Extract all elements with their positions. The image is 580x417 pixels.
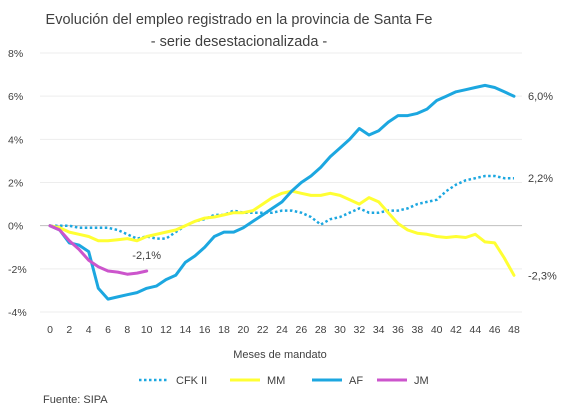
y-axis-tick-labels: 8% 6% 4% 2% 0% -2% -4% (8, 48, 27, 319)
end-labels: 2,2% -2,3% 6,0% -2,1% (132, 91, 557, 282)
legend-label-mm: MM (267, 375, 285, 387)
gridlines (40, 52, 522, 313)
x-tick-label: 30 (334, 324, 346, 336)
end-label-jm: -2,1% (132, 250, 161, 262)
legend: CFK II MM AF JM (139, 375, 429, 387)
chart-subtitle: - serie desestacionalizada - (151, 34, 328, 50)
x-axis-label: Meses de mandato (233, 349, 327, 361)
x-tick-label: 28 (315, 324, 327, 336)
series-line-jm (48, 224, 149, 276)
x-tick-label: 38 (411, 324, 423, 336)
x-tick-label: 32 (353, 324, 365, 336)
x-tick-label: 12 (160, 324, 172, 336)
legend-label-af: AF (349, 375, 363, 387)
chart-title: Evolución del empleo registrado en la pr… (46, 12, 433, 28)
legend-label-jm: JM (414, 375, 429, 387)
end-label-mm: -2,3% (528, 270, 557, 282)
end-label-cfk-ii: 2,2% (528, 173, 553, 185)
x-tick-label: 22 (257, 324, 269, 336)
series-line-af (48, 83, 516, 301)
x-axis-tick-labels: 0 2 4 6 8 10 12 14 16 18 20 22 24 26 28 30 32 34 36 38 40 42 4… (47, 324, 520, 336)
y-tick-label: 4% (8, 134, 23, 146)
x-tick-label: 18 (218, 324, 230, 336)
x-tick-label: 40 (431, 324, 443, 336)
x-tick-label: 36 (392, 324, 404, 336)
x-tick-label: 14 (179, 324, 191, 336)
x-tick-label: 6 (105, 324, 111, 336)
x-tick-label: 10 (141, 324, 153, 336)
x-tick-label: 2 (66, 324, 72, 336)
x-tick-label: 4 (86, 324, 92, 336)
y-tick-label: -2% (8, 264, 27, 276)
x-tick-label: 24 (276, 324, 288, 336)
x-tick-label: 8 (124, 324, 130, 336)
x-tick-label: 42 (450, 324, 462, 336)
x-tick-label: 20 (237, 324, 249, 336)
x-tick-label: 34 (373, 324, 385, 336)
y-tick-label: 8% (8, 48, 23, 60)
series-line-mm (48, 189, 516, 277)
x-tick-label: 48 (508, 324, 520, 336)
x-tick-label: 16 (199, 324, 211, 336)
source-note: Fuente: SIPA (43, 394, 108, 406)
y-tick-label: 6% (8, 91, 23, 103)
x-tick-label: 26 (295, 324, 307, 336)
legend-label-cfk-ii: CFK II (176, 375, 207, 387)
x-tick-label: 0 (47, 324, 53, 336)
y-tick-label: 2% (8, 178, 23, 190)
y-tick-label: 0% (8, 221, 23, 233)
series-lines (48, 83, 516, 301)
x-tick-label: 44 (469, 324, 481, 336)
y-tick-label: -4% (8, 307, 27, 319)
x-tick-label: 46 (489, 324, 501, 336)
series-line-cfk-ii (50, 174, 514, 240)
end-label-af: 6,0% (528, 91, 553, 103)
